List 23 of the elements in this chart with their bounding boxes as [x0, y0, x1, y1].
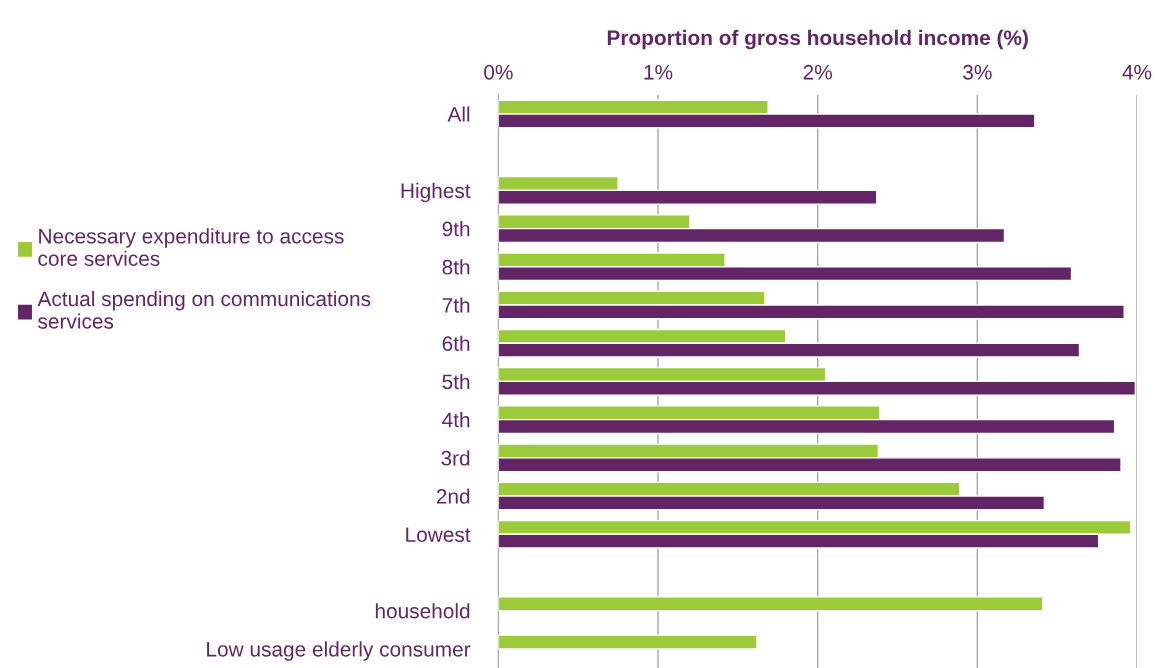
y-tick-label: 8th [442, 259, 470, 275]
x-tick-label: 4% [1122, 64, 1152, 80]
x-tick-label: 3% [963, 64, 992, 80]
y-tick-label: 2nd [436, 488, 470, 504]
y-tick-label: Highest [401, 182, 471, 203]
y-tick-label: 9th [442, 221, 470, 237]
y-tick-label: 5th [442, 373, 470, 390]
y-tick-label: 4th [442, 412, 470, 428]
y-tick-label: 6th [442, 335, 470, 351]
x-tick-label: 1% [644, 64, 673, 80]
x-tick-label: 0% [484, 64, 513, 80]
y-tick-label: 7th [442, 297, 470, 313]
bar [498, 634, 758, 650]
y-tick-label: household [375, 603, 470, 619]
y-tick-label: Lowest [406, 527, 471, 543]
legend-label: Actual spending on communications services [37, 290, 371, 329]
y-tick-label: 3rd [441, 450, 470, 466]
bar [498, 596, 1044, 612]
y-tick-label: All [447, 106, 470, 122]
legend-label: Necessary expenditure to access core services [38, 228, 344, 267]
y-tick-label: Low usage elderly consumer [207, 641, 471, 661]
x-axis-title: Proportion of gross household income (%) [607, 29, 1028, 50]
x-tick-label: 2% [803, 64, 832, 80]
